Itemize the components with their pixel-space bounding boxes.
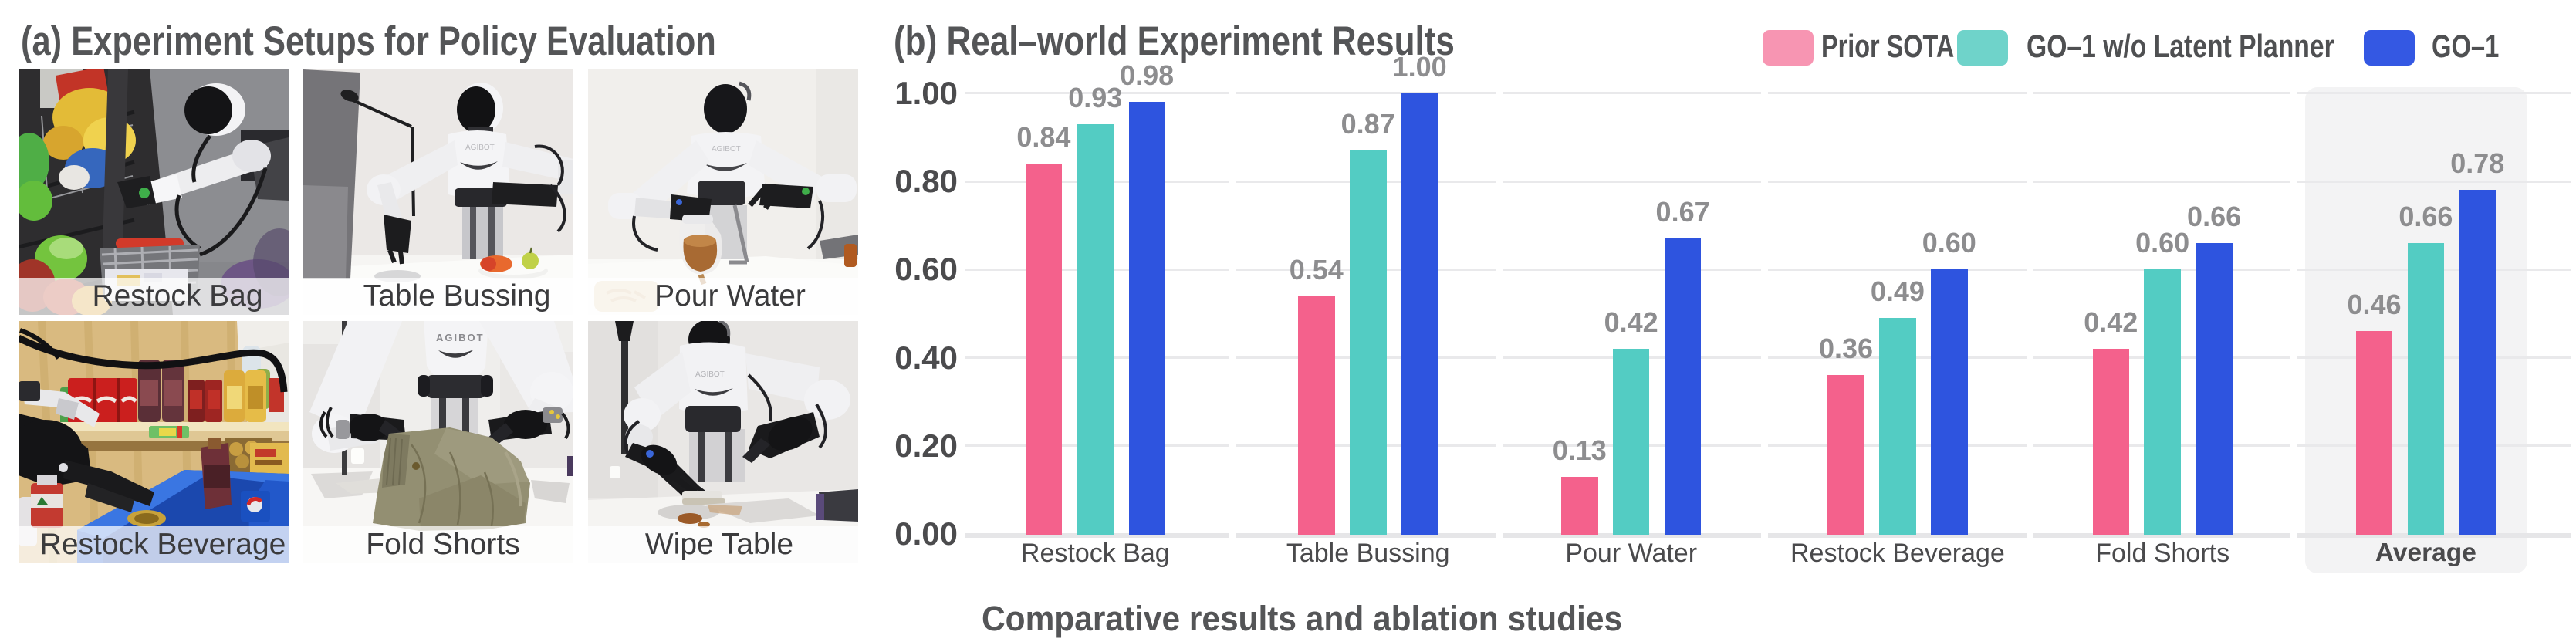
svg-text:AGIBOT: AGIBOT [436, 332, 485, 343]
svg-text:AGIBOT: AGIBOT [465, 144, 495, 152]
svg-text:AGIBOT: AGIBOT [695, 370, 725, 379]
svg-text:AGIBOT: AGIBOT [712, 145, 741, 154]
